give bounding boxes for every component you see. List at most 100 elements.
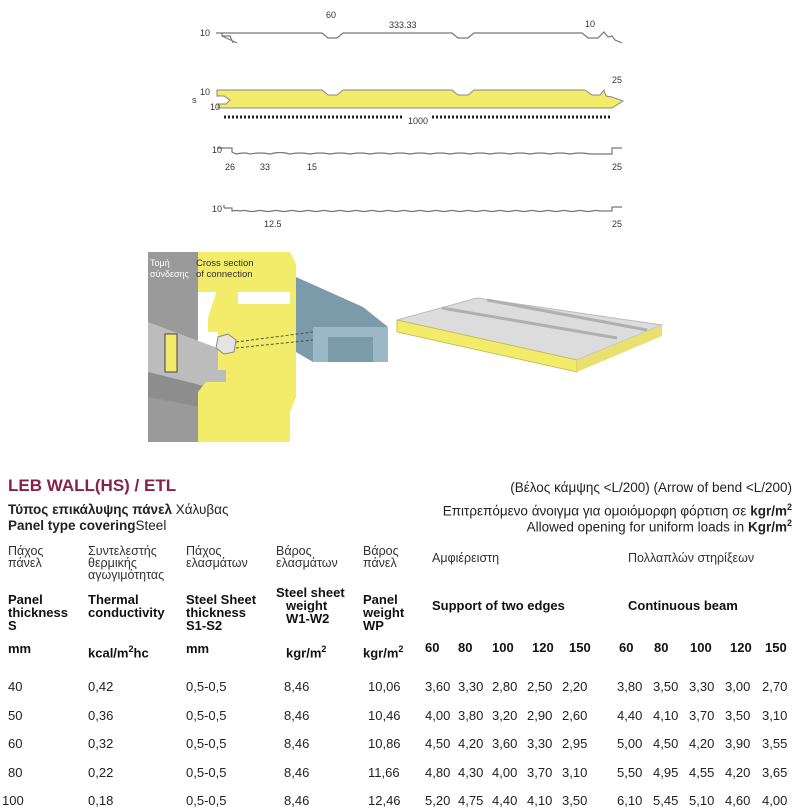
table-cell: 10,06 (368, 679, 401, 694)
group-greek: Πολλαπλών στηρίξεων (628, 551, 755, 565)
covering-value: Χάλυβας (175, 502, 229, 517)
panel-profile-drawings: 10 60 333.33 10 10 10 s 25 1000 10 26 33… (192, 10, 625, 229)
label-line: of connection (196, 269, 253, 280)
dim-text: 60 (326, 10, 336, 20)
table-cell: 10,46 (368, 707, 401, 723)
label-line: Cross section (196, 258, 254, 269)
table-cell: 3,60 (492, 736, 518, 751)
table-cell: 4,80 (425, 764, 451, 780)
group-greek: Αμφιέρειστη (432, 551, 500, 565)
header-english: weight (286, 598, 328, 613)
table-cell: 3,20 (492, 707, 518, 723)
table-cell: 3,00 (725, 679, 751, 694)
header-unit: kgr/m2 (286, 642, 326, 660)
unit-part: kcal/m (88, 645, 129, 661)
table-cell: 8,46 (284, 736, 310, 751)
table-cell: 0,5-0,5 (186, 764, 227, 780)
table-cell: 40 (8, 679, 23, 694)
header-greek: πάνελ (363, 556, 397, 570)
header-greek: Βάρος (276, 544, 312, 558)
span-header: 120 (532, 640, 554, 655)
table-cell: 2,95 (562, 736, 588, 751)
dim-text: 333.33 (389, 20, 417, 30)
span-header: 100 (492, 640, 514, 655)
table-cell: 0,18 (88, 793, 114, 808)
table-cell: 4,20 (689, 736, 715, 751)
header-greek: θερμικής (88, 556, 137, 570)
connection-cross-section-illustration (148, 252, 393, 442)
header-greek: ελασμάτων (186, 556, 248, 570)
table-cell: 4,60 (725, 793, 751, 808)
header-english: Panel (363, 592, 398, 607)
table-cell: 2,60 (562, 707, 588, 723)
table-cell: 2,20 (562, 679, 588, 694)
table-cell: 80 (8, 764, 23, 780)
span-header: 60 (425, 640, 440, 655)
table-cell: 100 (2, 793, 24, 808)
header-greek: Πάχος (186, 544, 222, 558)
table-cell: 5,50 (617, 764, 643, 780)
table-cell: 4,10 (653, 707, 679, 723)
table-cell: 0,22 (88, 764, 114, 780)
dim-text: 10 (210, 102, 220, 112)
unit-part: kgr/m (363, 645, 399, 661)
table-cell: 4,95 (653, 764, 679, 780)
header-english: S1-S2 (186, 618, 223, 633)
table-cell: 3,30 (689, 679, 715, 694)
table-cell: 3,50 (653, 679, 679, 694)
table-cell: 0,36 (88, 707, 114, 723)
header-english: Steel Sheet (186, 592, 257, 607)
table-cell: 3,10 (562, 764, 588, 780)
connection-label-english: Cross section of connection (196, 258, 254, 280)
table-cell: 3,60 (425, 679, 451, 694)
table-cell: 2,90 (527, 707, 553, 723)
dim-text: 10 (212, 145, 222, 155)
table-cell: 4,40 (617, 707, 643, 723)
table-cell: 3,30 (458, 679, 484, 694)
header-unit: mm (186, 642, 209, 656)
header-english: conductivity (88, 605, 165, 620)
table-cell: 0,32 (88, 736, 114, 751)
header-english: Panel (8, 592, 43, 607)
table-cell: 2,70 (762, 679, 788, 694)
table-cell: 0,5-0,5 (186, 736, 227, 751)
dim-text: 10 (200, 87, 210, 97)
table-cell: 6,10 (617, 793, 643, 808)
dim-text: 26 (225, 162, 235, 172)
table-cell: 3,10 (762, 707, 788, 723)
table-cell: 4,00 (492, 764, 518, 780)
table-cell: 5,00 (617, 736, 643, 751)
product-title: LEB WALL(HS) / ETL (8, 476, 177, 495)
table-cell: 4,00 (425, 707, 451, 723)
unit-part: hc (133, 645, 149, 661)
table-cell: 3,90 (725, 736, 751, 751)
unit-part: mm (8, 641, 32, 656)
header-unit: kcal/m2hc (88, 642, 149, 660)
table-cell: 4,50 (425, 736, 451, 751)
dim-text: 25 (612, 219, 622, 229)
opening-unit: kgr/m (750, 503, 787, 519)
covering-greek: Τύπος επικάλυψης πάνελ Χάλυβας (8, 502, 228, 517)
span-header: 150 (765, 640, 787, 655)
table-cell: 3,80 (617, 679, 643, 694)
dim-text: s (192, 95, 197, 105)
header-english: W1-W2 (286, 611, 330, 626)
header-greek: Πάχος (8, 544, 44, 558)
opening-unit: Kgr/m (747, 519, 787, 535)
span-header: 120 (730, 640, 752, 655)
header-english: weight (363, 605, 405, 620)
covering-english: Panel type coveringSteel (8, 518, 166, 533)
table-cell: 0,5-0,5 (186, 707, 227, 723)
header-greek: Βάρος (363, 544, 399, 558)
opening-greek: Επιτρεπόμενο άνοιγμα για ομοιόμορφη φόρτ… (443, 502, 792, 519)
span-header: 60 (619, 640, 634, 655)
header-unit: kgr/m2 (363, 642, 403, 660)
table-cell: 2,50 (527, 679, 553, 694)
table-cell: 4,50 (653, 736, 679, 751)
table-cell: 4,20 (725, 764, 751, 780)
table-cell: 4,10 (527, 793, 553, 808)
table-cell: 8,46 (284, 793, 310, 808)
unit-part: 2 (398, 644, 404, 654)
span-header: 80 (458, 640, 473, 655)
table-cell: 4,55 (689, 764, 715, 780)
